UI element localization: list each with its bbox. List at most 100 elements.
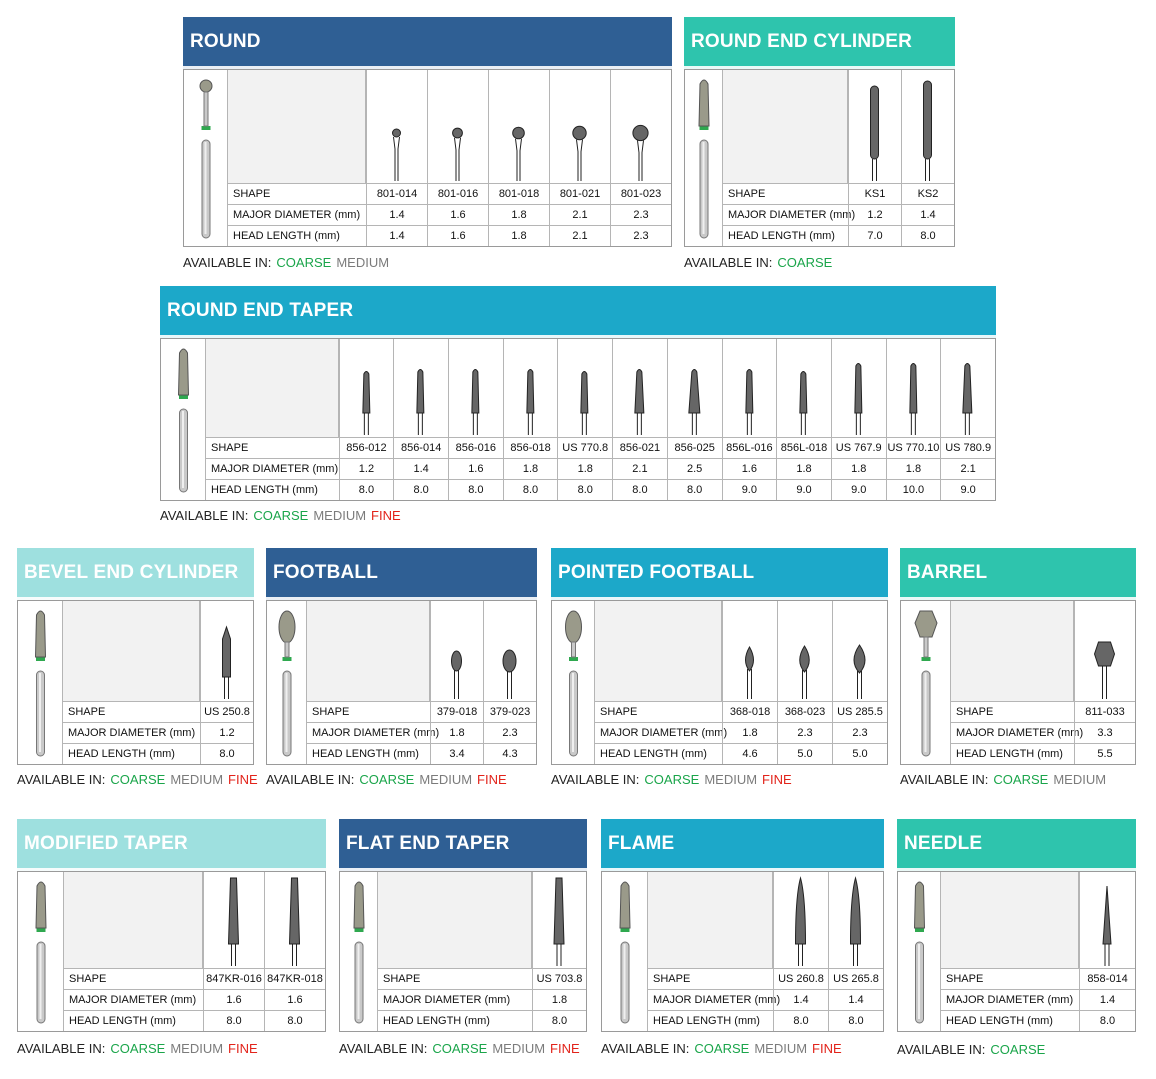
spec-table: SHAPE 847KR-016 847KR-018 MAJOR DIAMETER (m… [17,871,326,1032]
column-divider [427,70,428,183]
card-title: BEVEL END CYLINDER [17,548,254,600]
shape-drawing-us-260-8 [794,876,807,966]
card-title: ROUND END CYLINDER [684,17,955,69]
column-divider [366,70,367,183]
card-needle: NEEDLE SHAPE 858-014 MAJOR DIAMETER (mm) 1.4… [897,819,1136,1032]
row-shape: SHAPE US 703.8 [378,968,586,989]
column-divider [901,70,902,183]
grit-coarse: COARSE [777,255,833,270]
row-head: HEAD LENGTH (mm) 4.6 5.0 5.0 [595,743,887,764]
value-cell: 856-016 [448,438,503,458]
row-shape: SHAPE US 260.8 US 265.8 [648,968,883,989]
value-cell: 1.4 [393,459,448,479]
value-cell: 8.0 [1079,1011,1135,1031]
value-cell: US 770.10 [885,438,941,458]
column-divider [203,872,204,968]
blank-header-cell [941,872,1079,968]
card-title: FLAT END TAPER [339,819,587,871]
value-cell: 8.0 [502,480,558,500]
value-cell: 1.4 [828,990,883,1010]
row-shape: SHAPE 847KR-016 847KR-018 [64,968,325,989]
value-cell: US 265.8 [828,969,883,989]
value-cell: 8.0 [901,226,954,246]
value-cell: 8.0 [557,480,612,500]
column-divider [722,601,723,701]
grit-fine: FINE [228,772,258,787]
row-major: MAJOR DIAMETER (mm) 1.8 2.3 2.3 [595,722,887,743]
bur-photo [18,601,63,764]
shape-drawing-801-016 [452,127,463,181]
grit-medium: MEDIUM [754,1041,808,1056]
value-cell: 856-012 [338,438,394,458]
card-bevel-end-cylinder: BEVEL END CYLINDER SHAPE US 250.8 MAJOR DIA… [17,548,254,765]
row-label: SHAPE [946,973,984,985]
value-cell: 8.0 [532,1011,586,1031]
value-cell: 9.0 [830,480,886,500]
row-label: MAJOR DIAMETER (mm) [653,994,781,1006]
availability-line: AVAILABLE IN: COARSE MEDIUM [900,772,1111,787]
card-title: POINTED FOOTBALL [551,548,888,600]
card-barrel: BARREL SHAPE 811-033 MAJOR DIAMETER (mm) 3.3… [900,548,1136,765]
grit-medium: MEDIUM [170,772,224,787]
card-title: FLAME [601,819,884,871]
grit-fine: FINE [228,1041,258,1056]
bur-photo [340,872,378,1031]
value-cell: 8.0 [338,480,394,500]
column-divider [200,601,201,701]
value-cell: 2.3 [777,723,832,743]
availability-label: AVAILABLE IN: [266,772,355,787]
value-cell: 856-014 [393,438,448,458]
blank-header-cell [648,872,773,968]
value-cell: 801-021 [549,184,610,204]
availability-label: AVAILABLE IN: [339,1041,428,1056]
row-major: MAJOR DIAMETER (mm) 3.3 [951,722,1135,743]
column-divider [393,339,395,437]
shape-drawing-856-018 [526,369,535,435]
row-shape: SHAPE 379-018 379-023 [307,701,536,722]
row-major: MAJOR DIAMETER (mm) 1.4 1.6 1.8 2.1 2.3 [228,204,671,225]
column-divider [1074,601,1075,701]
row-label: SHAPE [956,706,994,718]
value-cell: 379-018 [430,702,483,722]
row-label: HEAD LENGTH (mm) [211,484,318,496]
value-cell: 1.2 [200,723,253,743]
blank-header-cell [228,70,366,183]
value-cell: 2.1 [940,459,995,479]
card-football: FOOTBALL SHAPE 379-018 379-023 MAJOR DIAMETE… [266,548,537,765]
grit-coarse: COARSE [110,772,166,787]
availability-label: AVAILABLE IN: [900,772,989,787]
row-label: MAJOR DIAMETER (mm) [956,727,1084,739]
grit-coarse: COARSE [993,772,1049,787]
value-cell: 10.0 [885,480,941,500]
blank-header-cell [378,872,532,968]
shape-drawing-ks2 [923,80,932,181]
spec-table: SHAPE 856-012 856-014 856-016 856-018 US 770.… [160,338,996,501]
shape-drawing-368-018 [745,645,754,699]
row-head: HEAD LENGTH (mm) 8.0 8.0 8.0 8.0 8.0 8.0 8.0 9.0… [206,479,995,500]
row-head: HEAD LENGTH (mm) 8.0 [941,1010,1135,1031]
column-divider [612,339,614,437]
card-round: ROUND SHAPE 801-014 801-016 801-018 801-021 80… [183,17,672,247]
shape-drawing-856-025 [688,369,701,435]
value-cell: 1.6 [427,205,488,225]
column-divider [777,601,778,701]
availability-line: AVAILABLE IN: COARSE [684,255,837,270]
column-divider [1079,872,1080,968]
shape-drawing-801-018 [512,126,525,181]
row-shape: SHAPE 811-033 [951,701,1135,722]
value-cell: 1.8 [488,226,549,246]
value-cell: 2.1 [549,226,610,246]
availability-label: AVAILABLE IN: [160,508,249,523]
blank-header-cell [595,601,722,701]
grit-coarse: COARSE [644,772,700,787]
column-divider [666,339,668,437]
value-cell: 2.3 [483,723,536,743]
row-label: MAJOR DIAMETER (mm) [69,994,197,1006]
grit-coarse: COARSE [432,1041,488,1056]
bur-photo [267,601,307,764]
value-cell: KS2 [901,184,954,204]
availability-line: AVAILABLE IN: COARSE MEDIUM [183,255,394,270]
grit-fine: FINE [812,1041,842,1056]
value-cell: US 767.9 [830,438,886,458]
row-label: MAJOR DIAMETER (mm) [600,727,728,739]
